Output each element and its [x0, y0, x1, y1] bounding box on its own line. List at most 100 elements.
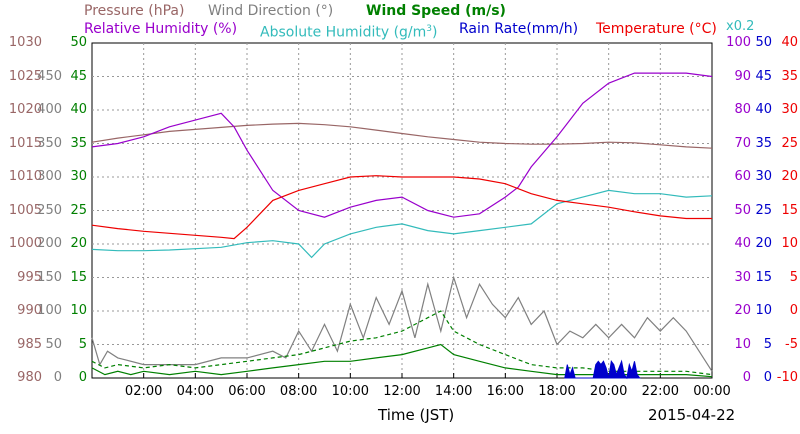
y-tick-label-wind-speed: 5 [78, 336, 87, 352]
legend-pressure: Pressure (hPa) [84, 3, 185, 19]
y-tick-label-wind-speed: 10 [70, 303, 87, 318]
x-tick-label: 08:00 [279, 384, 318, 399]
x-tick-label: 12:00 [383, 384, 421, 399]
y-tick-label-wind-speed: 35 [70, 135, 87, 151]
x-tick-label: 18:00 [538, 384, 576, 399]
x-axis-label: Time (JST) [378, 406, 455, 424]
y-tick-label-wind-dir: 250 [37, 202, 62, 218]
y-tick-label-pressure: 980 [17, 370, 42, 385]
legend-rain-rate: Rain Rate(mm/h) [459, 21, 579, 37]
series-relative-humidity [91, 72, 713, 218]
y-tick-label-rain: 0 [763, 370, 772, 385]
x-tick-label: 16:00 [486, 384, 525, 399]
y-tick-label-rain: 15 [755, 269, 772, 285]
x-tick-label: 22:00 [641, 384, 680, 399]
y-tick-label-wind-dir: 400 [37, 102, 62, 117]
date-label: 2015-04-22 [648, 406, 736, 424]
y-tick-label-wind-speed: 50 [70, 35, 87, 50]
series-rain-rate-mm-h [564, 359, 641, 380]
y-tick-label-rain: 50 [755, 35, 772, 50]
y-tick-label-pressure: 1000 [8, 236, 42, 251]
y-tick-label-wind-dir: 150 [37, 269, 62, 285]
grid [92, 43, 713, 378]
y-tick-label-rh: 90 [734, 68, 751, 84]
y-tick-label-rh: 0 [742, 370, 751, 385]
y-tick-label-wind-speed: 15 [70, 269, 87, 285]
y-tick-label-wind-dir: 350 [37, 135, 62, 151]
x-tick-label: 10:00 [331, 384, 370, 399]
y-tick-label-rh: 30 [734, 269, 751, 285]
legend-wind-direction: Wind Direction (°) [208, 3, 334, 19]
y-tick-label-wind-dir: 50 [45, 336, 62, 352]
series-absolute-humidity-x0-2 [91, 189, 713, 259]
y-tick-label-wind-dir: 450 [37, 68, 62, 84]
y-tick-label-wind-dir: 0 [53, 370, 62, 385]
y-tick-label-wind-speed: 40 [70, 102, 87, 117]
y-tick-label-rain: 10 [755, 303, 772, 318]
y-tick-label-rh: 80 [734, 102, 751, 117]
y-tick-label-rh: 40 [734, 236, 751, 251]
y-tick-label-wind-speed: 20 [70, 236, 87, 251]
x-tick-label: 02:00 [124, 384, 163, 399]
x-tick-label: 20:00 [589, 384, 628, 399]
y-tick-label-pressure: 1010 [8, 169, 42, 184]
y-tick-label-pressure: 985 [17, 336, 42, 352]
y-tick-label-temp: -10 [776, 370, 798, 385]
y-tick-label-temp: 35 [781, 68, 798, 84]
y-tick-label-temp: 0 [789, 303, 798, 318]
y-tick-label-wind-speed: 0 [78, 370, 87, 385]
y-tick-label-wind-dir: 100 [37, 303, 62, 318]
y-tick-label-rh: 20 [734, 303, 751, 318]
y-tick-label-rh: 70 [734, 135, 751, 151]
legend-temperature: Temperature (°C) [596, 21, 717, 37]
y-tick-label-temp: 30 [781, 102, 798, 117]
y-tick-label-pressure: 1030 [8, 35, 42, 50]
y-tick-label-pressure: 995 [17, 269, 42, 285]
y-tick-label-rh: 10 [734, 336, 751, 352]
y-tick-label-rain: 25 [755, 202, 772, 218]
x-tick-label: 00:00 [693, 384, 731, 399]
series-temperature-c [91, 175, 712, 240]
legend-ah-scale: x0.2 [726, 19, 755, 34]
y-tick-label-rain: 30 [755, 169, 772, 184]
x-tick-label: 14:00 [434, 384, 473, 399]
series-wind-speed-max-m-s [91, 310, 713, 376]
y-tick-label-rh: 100 [726, 35, 751, 50]
series-wind-direction [91, 275, 713, 372]
y-tick-label-pressure: 1015 [8, 135, 42, 151]
y-tick-label-temp: 15 [781, 202, 798, 218]
y-tick-label-rain: 20 [755, 236, 772, 251]
x-tick-label: 04:00 [176, 384, 215, 399]
y-tick-label-wind-dir: 200 [37, 236, 62, 251]
y-tick-label-temp: 40 [781, 35, 798, 50]
y-tick-label-pressure: 1020 [8, 102, 42, 117]
y-tick-label-rh: 60 [734, 169, 751, 184]
y-tick-label-wind-speed: 25 [70, 202, 87, 218]
y-tick-label-temp: 10 [781, 236, 798, 251]
series-pressure-hpa [91, 122, 713, 149]
y-tick-label-pressure: 1005 [8, 202, 42, 218]
legend-absolute-humidity: Absolute Humidity (g/m3) [260, 21, 437, 41]
legend-absolute-humidity-close: ) [432, 24, 438, 41]
y-tick-label-rain: 5 [763, 336, 772, 352]
x-tick-label: 06:00 [228, 384, 266, 399]
y-tick-label-pressure: 1025 [8, 68, 42, 84]
y-tick-label-wind-speed: 45 [70, 68, 87, 84]
y-tick-label-rh: 50 [734, 202, 751, 218]
y-tick-label-temp: 25 [781, 135, 798, 151]
y-tick-label-wind-speed: 30 [70, 169, 87, 184]
legend-absolute-humidity-sup: 3 [426, 24, 433, 34]
y-tick-label-temp: -5 [785, 336, 798, 352]
series-layer [91, 72, 713, 380]
legend-wind-speed: Wind Speed (m/s) [366, 3, 506, 19]
y-tick-label-pressure: 990 [17, 303, 42, 318]
legend-absolute-humidity-text: Absolute Humidity (g/m [260, 24, 427, 41]
y-tick-label-rain: 35 [755, 135, 772, 151]
y-tick-label-temp: 20 [781, 169, 798, 184]
y-tick-label-temp: 5 [789, 269, 798, 285]
legend-relative-humidity: Relative Humidity (%) [84, 21, 238, 37]
y-tick-label-rain: 45 [755, 68, 772, 84]
y-tick-label-rain: 40 [755, 102, 772, 117]
y-tick-label-wind-dir: 300 [37, 169, 62, 184]
